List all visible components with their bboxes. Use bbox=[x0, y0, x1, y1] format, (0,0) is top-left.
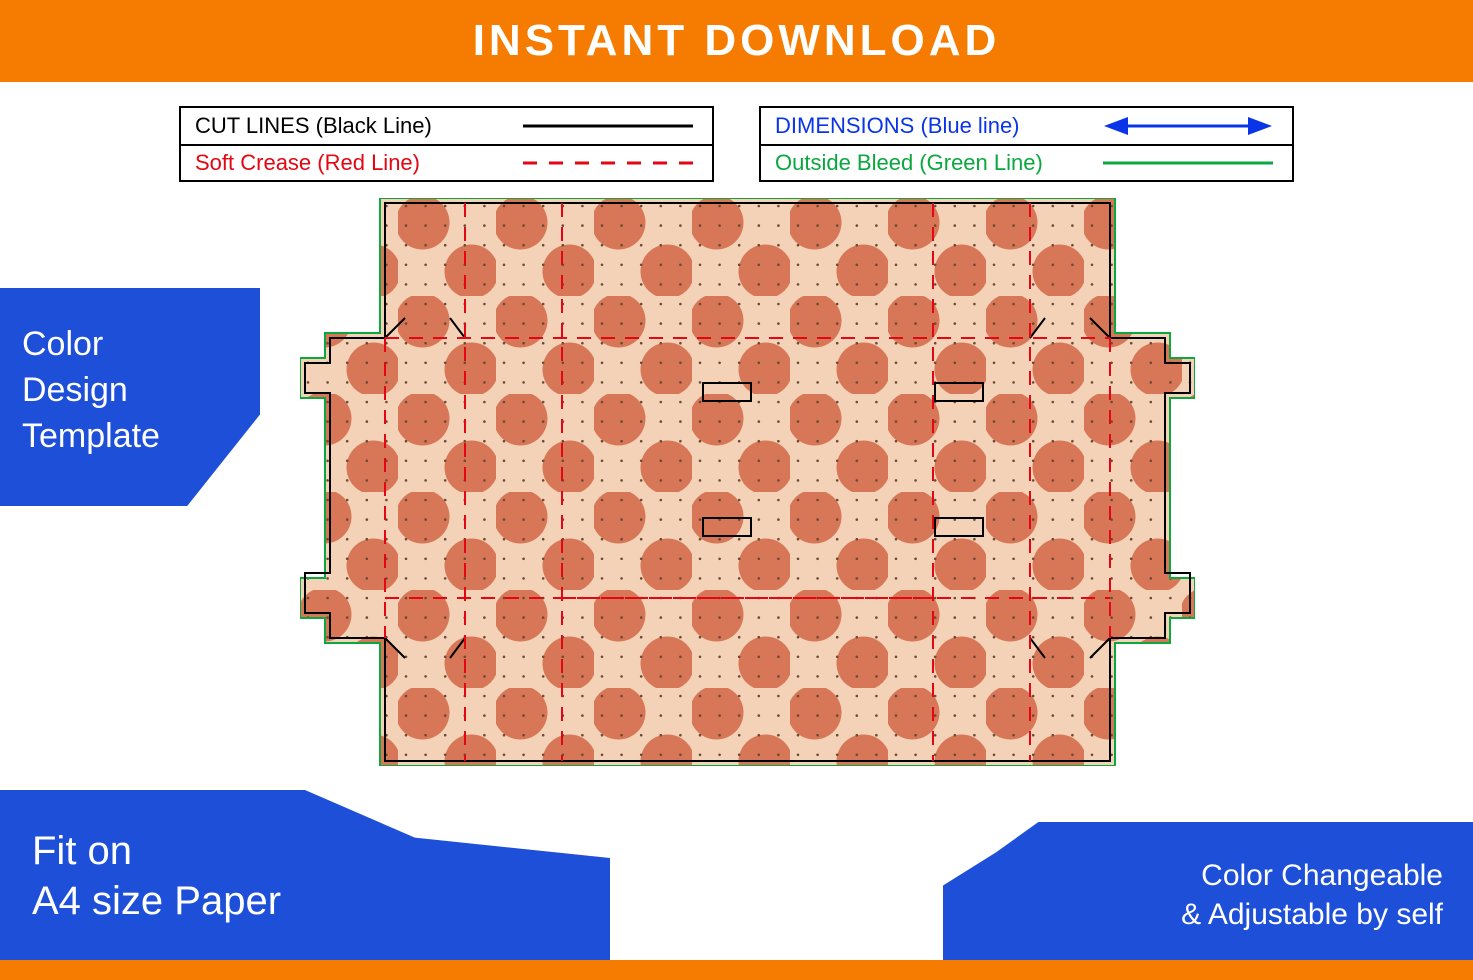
side-badge-line: Design bbox=[22, 368, 238, 414]
legend-label: DIMENSIONS (Blue line) bbox=[775, 113, 1098, 139]
bottom-right-line: Color Changeable bbox=[943, 856, 1443, 895]
side-badge: Color Design Template bbox=[0, 288, 260, 506]
legend-sample bbox=[1098, 116, 1278, 136]
legend-left: CUT LINES (Black Line) Soft Crease (Red L… bbox=[179, 106, 714, 182]
legend-label: CUT LINES (Black Line) bbox=[195, 113, 518, 139]
footer-bar bbox=[0, 960, 1473, 980]
legend-label: Outside Bleed (Green Line) bbox=[775, 150, 1098, 176]
legend-right: DIMENSIONS (Blue line) Outside Bleed (Gre… bbox=[759, 106, 1294, 182]
side-badge-line: Color bbox=[22, 322, 238, 368]
legend-row: CUT LINES (Black Line) bbox=[181, 108, 712, 144]
bottom-right-line: & Adjustable by self bbox=[943, 895, 1443, 934]
dieline-diagram bbox=[300, 198, 1195, 766]
bottom-right-badge: Color Changeable & Adjustable by self bbox=[943, 822, 1473, 960]
legend-sample bbox=[518, 153, 698, 173]
bottom-left-line: A4 size Paper bbox=[32, 876, 578, 926]
legend-row: Outside Bleed (Green Line) bbox=[761, 144, 1292, 180]
header-title: INSTANT DOWNLOAD bbox=[473, 16, 1001, 66]
legend-sample bbox=[518, 116, 698, 136]
bottom-left-line: Fit on bbox=[32, 826, 578, 876]
bottom-left-badge: Fit on A4 size Paper bbox=[0, 790, 610, 960]
dieline-svg bbox=[300, 198, 1195, 766]
side-badge-line: Template bbox=[22, 414, 238, 460]
legend-row: Soft Crease (Red Line) bbox=[181, 144, 712, 180]
header-banner: INSTANT DOWNLOAD bbox=[0, 0, 1473, 82]
legend-row: DIMENSIONS (Blue line) bbox=[761, 108, 1292, 144]
legend: CUT LINES (Black Line) Soft Crease (Red L… bbox=[0, 106, 1473, 182]
legend-sample bbox=[1098, 153, 1278, 173]
legend-label: Soft Crease (Red Line) bbox=[195, 150, 518, 176]
